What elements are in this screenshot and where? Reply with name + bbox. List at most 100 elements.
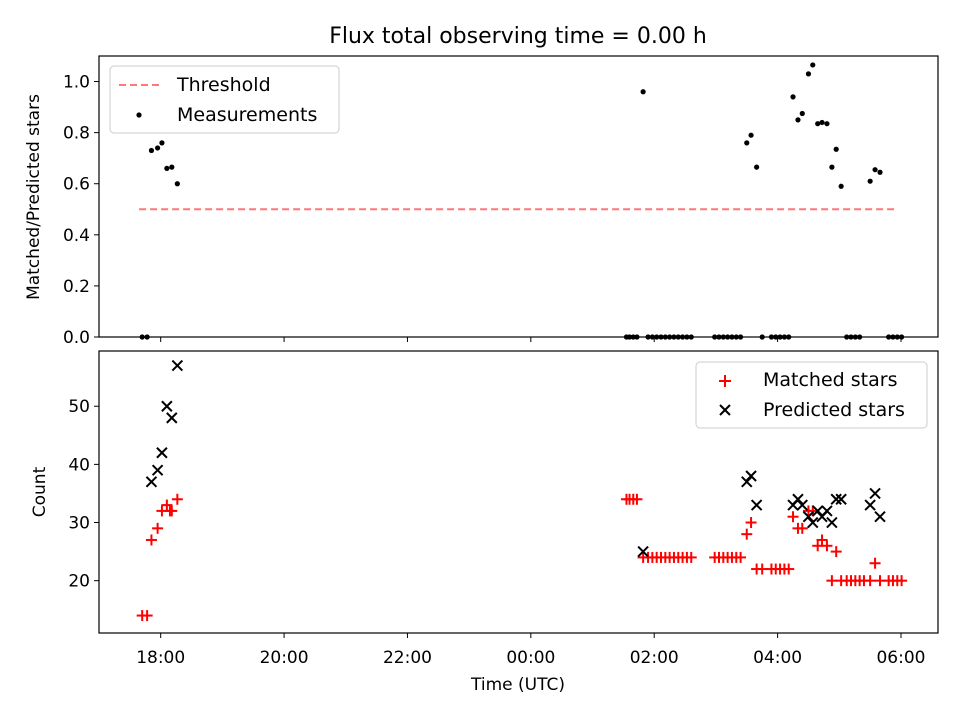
measurement-point <box>838 183 844 189</box>
predicted-star-point <box>171 359 184 372</box>
legend-measurement-swatch <box>136 112 142 118</box>
matched-star-point <box>896 575 908 587</box>
legend-predicted-label: Predicted stars <box>763 399 905 421</box>
matched-star-point <box>152 522 164 534</box>
matched-star-point <box>869 557 881 569</box>
predicted-star-point <box>864 499 876 511</box>
matched-star-point <box>145 534 157 546</box>
measurement-point <box>872 167 878 173</box>
predicted-star-point <box>151 464 164 476</box>
matched-star-point <box>864 575 876 587</box>
matched-star-point <box>812 540 824 552</box>
matched-star-point <box>783 563 795 575</box>
measurement-point <box>877 169 883 175</box>
top-legend: Threshold Measurements <box>109 65 340 134</box>
top-chart-title: Flux total observing time = 0.00 h <box>329 24 707 49</box>
top-plot-frame <box>98 55 939 338</box>
bottom-y-axis-label: Count <box>30 466 50 517</box>
legend-threshold-label: Threshold <box>176 74 271 96</box>
predicted-star-point <box>792 493 804 505</box>
bottom-x-axis-label: Time (UTC) <box>470 675 565 695</box>
predicted-star-point <box>161 400 173 412</box>
y-tick-label: 0.6 <box>63 175 90 195</box>
matched-star-point <box>161 499 173 511</box>
y-tick-label: 30 <box>68 514 90 534</box>
measurement-point <box>799 110 805 117</box>
bottom-y-axis: 20 30 40 50 <box>68 397 99 592</box>
x-tick-label: 02:00 <box>630 648 679 668</box>
predicted-star-point <box>145 476 158 488</box>
y-tick-label: 0.0 <box>63 328 90 348</box>
predicted-star-point <box>796 499 808 511</box>
predicted-star-point <box>637 545 649 558</box>
matched-star-point <box>166 505 178 517</box>
y-tick-label: 0.4 <box>63 226 90 246</box>
bottom-panel: 20 30 40 50 18:00 20:00 22:00 00:00 02:00 04:00 0… <box>30 350 939 695</box>
x-tick-label: 04:00 <box>753 648 802 668</box>
predicted-star-point <box>741 476 753 488</box>
top-x-ticks <box>160 337 902 342</box>
y-tick-label: 0.8 <box>63 124 90 144</box>
matched-star-point <box>141 610 153 622</box>
measurement-point <box>815 121 821 127</box>
measurement-point <box>824 121 830 127</box>
top-y-axis: 0.0 0.2 0.4 0.6 0.8 1.0 <box>63 73 99 348</box>
matched-star-point <box>796 522 808 534</box>
measurement-point <box>174 181 180 187</box>
measurement-point <box>744 140 750 146</box>
predicted-star-point <box>807 516 819 529</box>
y-tick-label: 20 <box>68 572 90 592</box>
measurement-point <box>164 165 170 171</box>
x-tick-label: 18:00 <box>136 648 185 668</box>
matched-star-point <box>741 528 753 540</box>
measurement-point <box>754 164 760 170</box>
matched-star-point <box>756 563 768 575</box>
measurement-point <box>640 89 646 95</box>
matched-star-point <box>171 493 183 505</box>
legend-measurements-label: Measurements <box>177 104 317 126</box>
top-y-axis-label: Matched/Predicted stars <box>24 94 44 300</box>
measurement-point <box>159 140 165 146</box>
measurement-point <box>867 178 873 184</box>
predicted-star-point <box>811 505 824 517</box>
measurement-point <box>748 132 754 138</box>
bottom-plot-frame <box>98 350 939 634</box>
measurement-point <box>155 145 161 151</box>
matched-star-point <box>787 511 799 523</box>
measurement-point <box>810 62 816 68</box>
measurement-point <box>833 146 839 152</box>
matched-star-point <box>826 575 838 587</box>
measurement-point <box>805 71 812 77</box>
predicted-star-point <box>830 493 842 505</box>
predicted-star-point <box>802 511 815 523</box>
matched-star-point <box>816 534 828 546</box>
legend-predicted-swatch <box>719 404 731 416</box>
legend-matched-label: Matched stars <box>763 369 897 391</box>
x-tick-label: 06:00 <box>876 648 925 668</box>
measurement-point <box>819 119 825 126</box>
predicted-star-point <box>869 487 881 500</box>
x-tick-label: 22:00 <box>383 648 432 668</box>
measurement-points <box>139 62 905 340</box>
x-tick-label: 20:00 <box>260 648 309 668</box>
matched-star-point <box>735 551 747 563</box>
measurement-point <box>795 117 801 123</box>
bottom-legend-box <box>695 361 928 429</box>
x-tick-label: 00:00 <box>506 648 555 668</box>
predicted-star-point <box>750 499 763 511</box>
measurement-point <box>829 164 835 170</box>
predicted-star-point <box>156 447 168 459</box>
measurement-point <box>790 94 796 100</box>
matched-star-point <box>821 540 833 552</box>
bottom-x-axis: 18:00 20:00 22:00 00:00 02:00 04:00 06:00 <box>136 633 925 668</box>
predicted-star-point <box>166 412 178 424</box>
y-tick-label: 50 <box>68 397 90 417</box>
top-legend-box <box>109 65 340 134</box>
y-tick-label: 0.2 <box>63 277 90 297</box>
count-points <box>136 359 908 622</box>
matched-star-point <box>830 546 842 558</box>
matched-star-point <box>685 551 697 563</box>
predicted-star-point <box>874 511 886 523</box>
legend-matched-swatch <box>719 375 731 387</box>
